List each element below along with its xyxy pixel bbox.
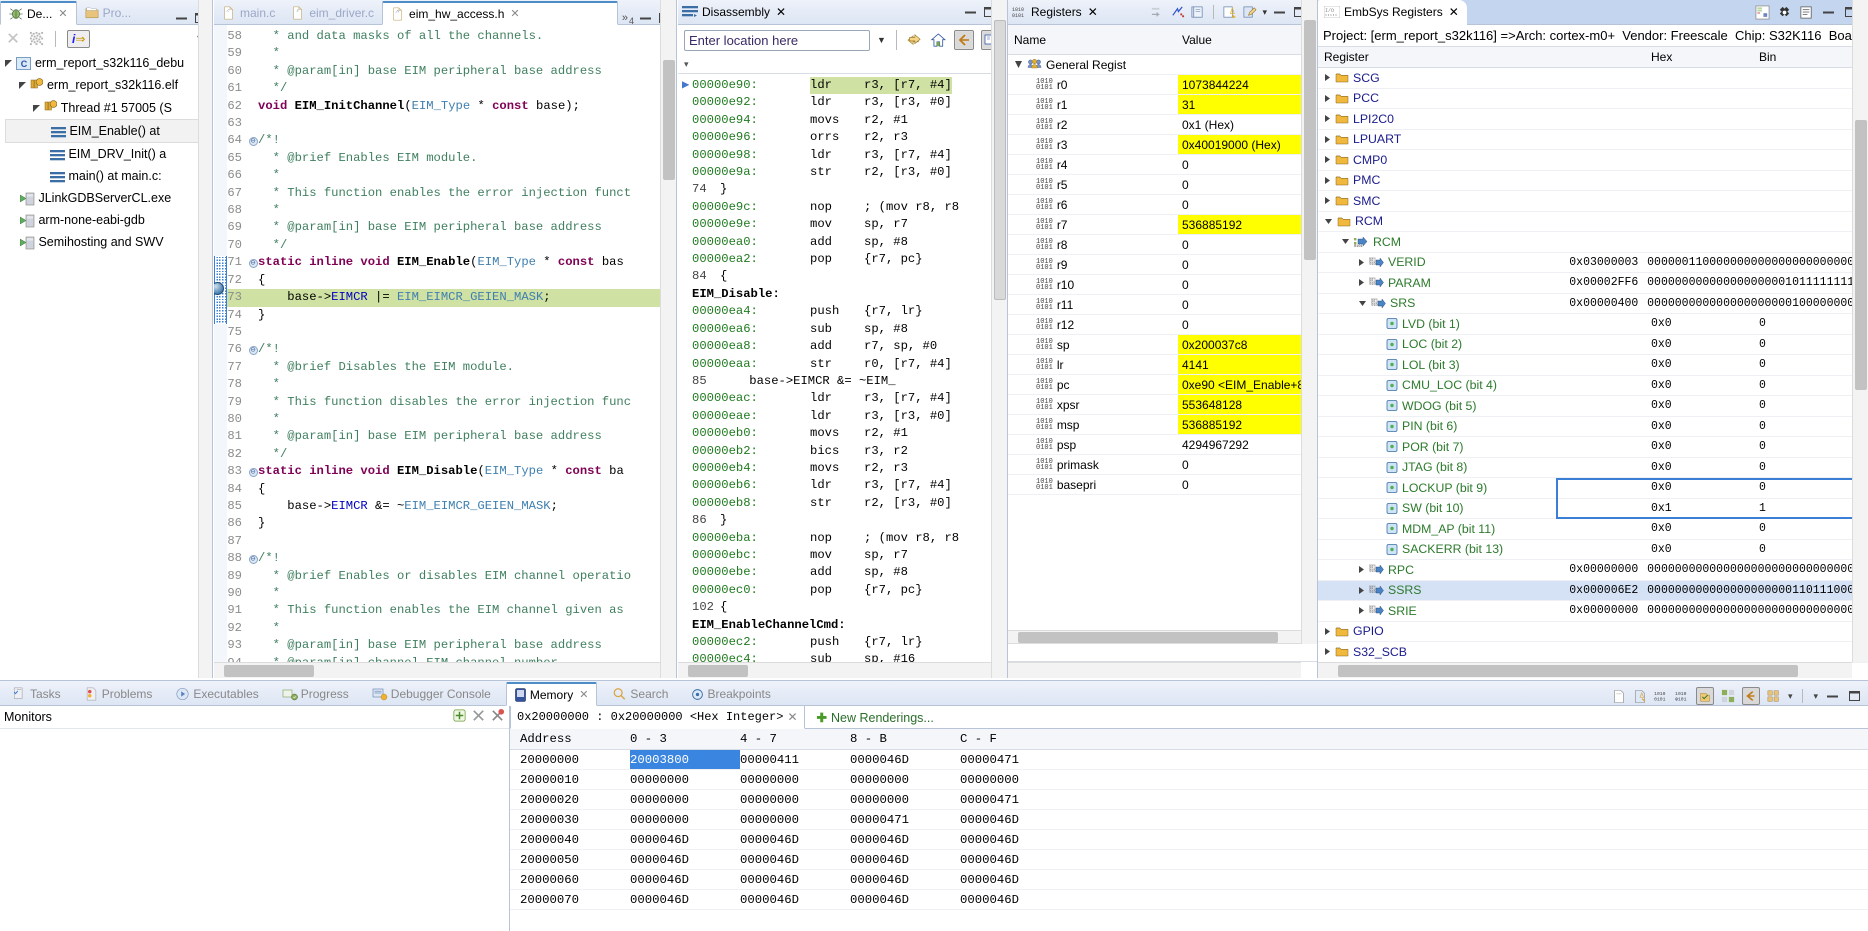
svg-text:.h: .h <box>395 9 398 13</box>
svg-text:1010: 1010 <box>1675 691 1686 697</box>
svg-text:0101: 0101 <box>1012 13 1024 18</box>
svg-text:0101: 0101 <box>1654 697 1665 702</box>
svg-text:0101: 0101 <box>1354 245 1363 247</box>
svg-text:I/O: I/O <box>1325 8 1334 14</box>
svg-text:.c: .c <box>296 8 299 12</box>
svg-text:.c: .c <box>226 8 229 12</box>
svg-text:1010: 1010 <box>1654 691 1665 697</box>
